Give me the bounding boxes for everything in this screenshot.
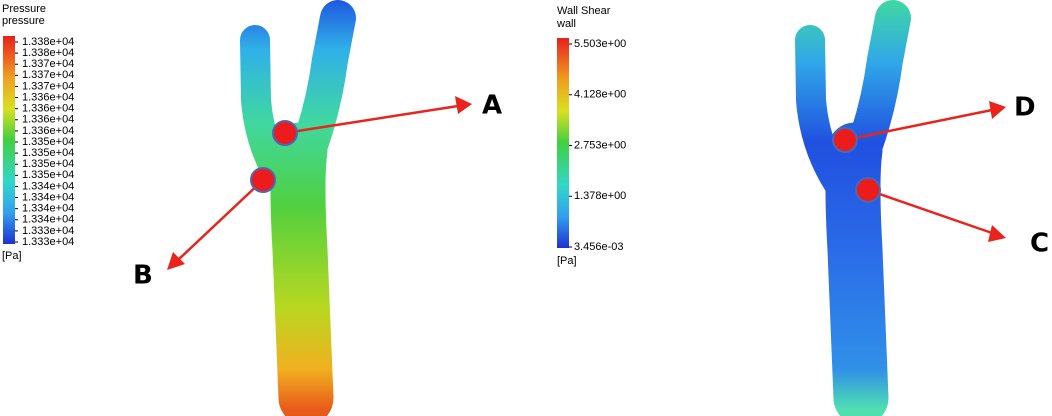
tick-label: 1.337e+04 [22, 58, 74, 70]
legend-unit: [Pa] [2, 250, 22, 262]
point-label: D [1014, 93, 1036, 123]
point-label: C [1030, 229, 1049, 259]
tick-label: 5.503e+00 [574, 38, 626, 50]
legend-subtitle: pressure [2, 15, 45, 27]
point-marker [832, 127, 858, 153]
tick-label: 1.335e+04 [22, 158, 74, 170]
tick-label: 1.333e+04 [22, 236, 74, 248]
tick-label: 1.334e+04 [22, 214, 74, 226]
tick-label: 1.335e+04 [22, 147, 74, 159]
tick-label: 1.378e+00 [574, 190, 626, 202]
arrowhead [988, 225, 1006, 242]
arrow [177, 179, 264, 261]
colorbar-ticks: 1.338e+041.338e+041.337e+041.337e+041.33… [15, 36, 74, 248]
arrow [284, 104, 459, 135]
tick-label: 1.334e+04 [22, 191, 74, 203]
tick-label: 3.456e-03 [574, 241, 624, 253]
arrowhead [455, 96, 472, 114]
tick-label: 1.335e+04 [22, 136, 74, 148]
legend-unit: [Pa] [557, 255, 577, 267]
shear-panel: Wall Shear wall 5.503e+00 4.128e+00 2.753e… [556, 0, 1049, 416]
tick-label: 1.335e+04 [22, 169, 74, 181]
tick-label: 1.336e+04 [22, 91, 74, 103]
tick-label: 1.337e+04 [22, 80, 74, 92]
point-label: A [482, 91, 502, 121]
legend-subtitle: wall [556, 18, 576, 30]
pressure-panel: Pressure pressure 1.338e+041.338e+041.33… [2, 0, 502, 416]
colorbar [557, 38, 569, 248]
arrow [867, 188, 993, 235]
tick-label: 1.338e+04 [22, 47, 74, 59]
tick-label: 1.334e+04 [22, 203, 74, 215]
tick-label: 1.336e+04 [22, 125, 74, 137]
tick-label: 1.336e+04 [22, 103, 74, 115]
legend-title: Wall Shear [557, 5, 611, 17]
arrowhead [989, 101, 1006, 119]
tick-label: 4.128e+00 [574, 89, 626, 101]
tick-label: 1.338e+04 [22, 36, 74, 48]
arrow [844, 108, 993, 142]
vessel [795, 0, 911, 416]
tick-label: 1.333e+04 [22, 225, 74, 237]
colorbar-ticks: 5.503e+00 4.128e+00 2.753e+00 1.378e+00 3.45… [569, 38, 626, 253]
point-marker [272, 120, 298, 146]
colorbar [3, 36, 15, 244]
point-marker [250, 167, 276, 193]
tick-label: 2.753e+00 [574, 139, 626, 151]
point-marker [855, 177, 881, 203]
arrowhead [167, 252, 185, 270]
tick-label: 1.337e+04 [22, 69, 74, 81]
legend-title: Pressure [2, 3, 46, 15]
tick-label: 1.334e+04 [22, 180, 74, 192]
tick-label: 1.336e+04 [22, 114, 74, 126]
vessel [240, 0, 356, 416]
point-label: B [133, 261, 153, 291]
